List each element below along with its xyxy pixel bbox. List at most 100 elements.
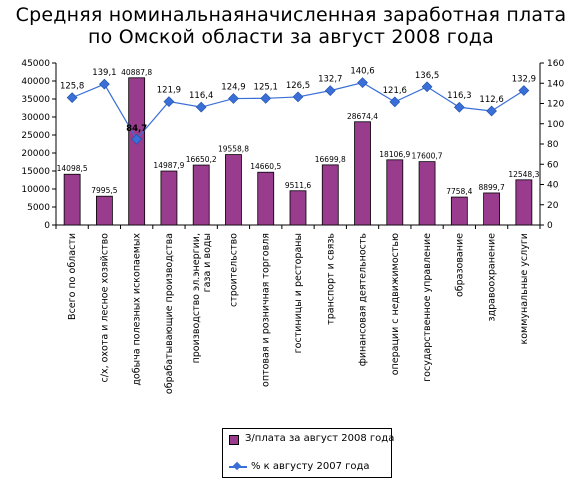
y-left-tick-label: 45000 [21,59,50,69]
line-point [324,85,336,97]
bar [63,173,81,226]
y-right-tick-label: 0 [547,221,553,231]
bar-data-label: 9511,6 [285,181,311,190]
bar [257,171,275,226]
bar [192,164,210,226]
category-label-line: производство эл.энергии, [191,233,202,363]
chart-title-line2: по Омской области за август 2008 года [88,26,494,48]
y-right-tick-label: 20 [547,201,559,211]
line-data-label: 116,3 [447,91,471,101]
line-data-label: 121,9 [157,86,181,96]
line-data-label: 136,5 [415,71,439,81]
line-point [163,96,175,107]
bar-data-label: 7758,4 [446,187,472,196]
y-left-tick-label: 10000 [21,185,50,195]
line-point [486,105,497,117]
legend-bar-swatch [229,435,239,445]
bar-data-label: 18106,9 [379,150,410,159]
line-data-label: 140,6 [350,67,374,77]
line-data-label: 124,9 [221,83,245,93]
y-left-tick-label: 15000 [21,167,50,177]
line-data-label: 132,7 [318,75,342,85]
bar [483,192,501,226]
category-label: образование [454,233,465,297]
bar [386,159,404,226]
line-series: 125,8 139,1 84,7 121,9 116,4 124,9 125,1 126,5 1… [60,67,536,145]
legend-label-percent: % к августу 2007 года [251,461,370,472]
line-data-label: 125,8 [60,82,84,92]
category-label-line: газа и воды [202,233,213,292]
bar [225,154,242,226]
bar-data-labels: 14098,5 7995,5 40887,8 14987,916650,219558,… [57,68,540,196]
bar [418,161,436,226]
line-point [131,133,143,145]
bar [289,190,307,226]
y-right-tick-label: 80 [547,140,559,150]
category-label: гостиницы и рестораны [293,233,304,353]
legend-item-percent: % к августу 2007 года [229,461,370,473]
line-point [389,96,401,108]
legend-line-swatch [229,461,247,471]
category-label: государственное управление [422,233,433,382]
y-right-tick-label: 140 [547,79,564,89]
category-label: Всего по области [67,233,78,320]
category-label: коммунальные услуги [519,233,530,345]
category-label: операции с недвижимостью [390,233,401,375]
chart-title-line1: Средняя номинальнаяначисленная заработна… [15,4,567,26]
bar-data-label: 14098,5 [57,164,88,173]
y-left-tick-label: 20000 [21,149,50,159]
legend: З/плата за август 2008 года % к августу … [222,428,395,478]
line-point [195,101,207,113]
line-point [66,92,78,104]
bar [128,77,146,226]
bar-data-label: 7995,5 [91,186,117,195]
bar [354,121,371,226]
category-label: строительство [228,233,239,307]
bar-data-label: 12548,3 [508,170,539,179]
y-left-tick-label: 5000 [27,203,50,213]
line-data-label: 139,1 [92,68,116,78]
y-left-tick-label: 35000 [21,95,50,105]
line-point [357,77,368,89]
bar-data-label: 17600,7 [412,152,443,161]
line-point [99,78,110,90]
legend-item-salary: З/плата за август 2008 года [229,433,395,445]
line-data-label: 125,1 [254,82,278,92]
y-left-tick-label: 40000 [21,77,50,87]
legend-label-salary: З/плата за август 2008 года [245,433,395,444]
category-label: производство эл.энергии,газа и воды [191,233,213,363]
bar-data-label: 14987,9 [153,161,184,170]
bar [515,179,533,226]
y-right-tick-label: 100 [547,120,564,130]
category-label: оптовая и розничная торговля [261,233,272,387]
line-point [260,92,272,104]
line-data-label: 84,7 [126,124,147,134]
chart-title: Средняя номинальнаяначисленная заработна… [0,4,582,48]
bar-series [63,77,533,226]
bar-data-label: 16699,8 [315,155,346,164]
line-point [292,91,304,103]
category-label: финансовая деятельность [358,233,369,367]
line-data-label: 116,4 [189,91,213,101]
line-data-label: 126,5 [286,81,310,91]
bar-data-label: 40887,8 [121,68,152,77]
bar-data-label: 16650,2 [186,155,217,164]
line-data-label: 121,6 [383,86,407,96]
y-right-tick-label: 120 [547,100,564,110]
y-left-tick-label: 0 [44,221,50,231]
line-data-label: 112,6 [479,95,503,105]
line-point [518,85,530,96]
category-label: добыча полезных ископаемых [132,233,143,386]
bar-data-label: 28674,4 [347,112,378,121]
line-point [228,93,239,104]
y-right-tick-label: 60 [547,160,559,170]
bar [160,170,178,226]
line-data-label: 132,9 [512,74,536,84]
category-label: здравоохранение [487,233,498,322]
line-point [421,81,433,93]
category-labels: Всего по области с/х, охота и лесное хозя… [67,233,530,394]
bar-data-label: 19558,8 [218,145,249,154]
y-left-tick-label: 25000 [21,131,50,141]
bar-data-label: 8899,7 [478,183,504,192]
bar [96,195,113,226]
